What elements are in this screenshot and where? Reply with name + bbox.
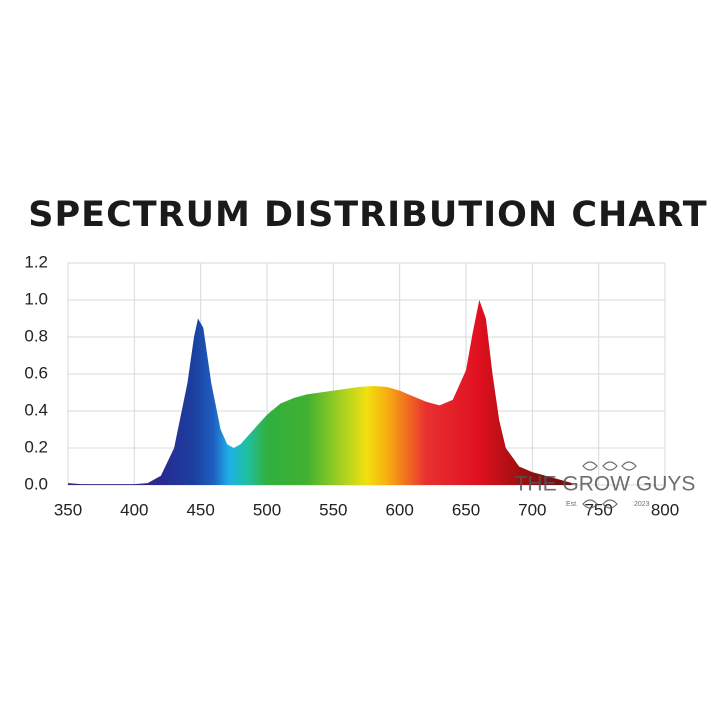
- y-tick-label: 0.6: [24, 363, 48, 382]
- x-tick-label: 750: [584, 500, 612, 519]
- x-tick-label: 550: [319, 500, 347, 519]
- x-tick-label: 600: [385, 500, 413, 519]
- watermark-est: Est.: [566, 501, 578, 508]
- chart-title: SPECTRUM DISTRIBUTION CHART: [28, 195, 707, 235]
- axes: 0.0 0.2 0.4 0.6 0.8 1.0 1.2 350 400 450 500 550 600 6…: [24, 252, 679, 519]
- y-tick-label: 0.4: [24, 400, 48, 419]
- watermark-year: 2023: [634, 501, 650, 508]
- y-tick-label: 0.2: [24, 437, 48, 456]
- x-tick-label: 800: [651, 500, 679, 519]
- watermark-logo: [582, 461, 637, 509]
- x-tick-label: 350: [54, 500, 82, 519]
- x-tick-label: 450: [186, 500, 214, 519]
- y-tick-label: 1.0: [24, 289, 48, 308]
- y-tick-label: 0.8: [24, 326, 48, 345]
- x-tick-label: 700: [518, 500, 546, 519]
- spectrum-area: [68, 300, 573, 485]
- watermark-text: THE GROW GUYS: [515, 473, 696, 496]
- y-tick-label: 0.0: [24, 474, 48, 493]
- y-tick-label: 1.2: [24, 252, 48, 271]
- leaf: [582, 461, 637, 471]
- leaf: [582, 499, 618, 509]
- x-tick-label: 650: [452, 500, 480, 519]
- x-tick-label: 500: [253, 500, 281, 519]
- watermark: THE GROW GUYS Est. 2023: [515, 461, 696, 509]
- plot: [68, 300, 573, 485]
- x-tick-label: 400: [120, 500, 148, 519]
